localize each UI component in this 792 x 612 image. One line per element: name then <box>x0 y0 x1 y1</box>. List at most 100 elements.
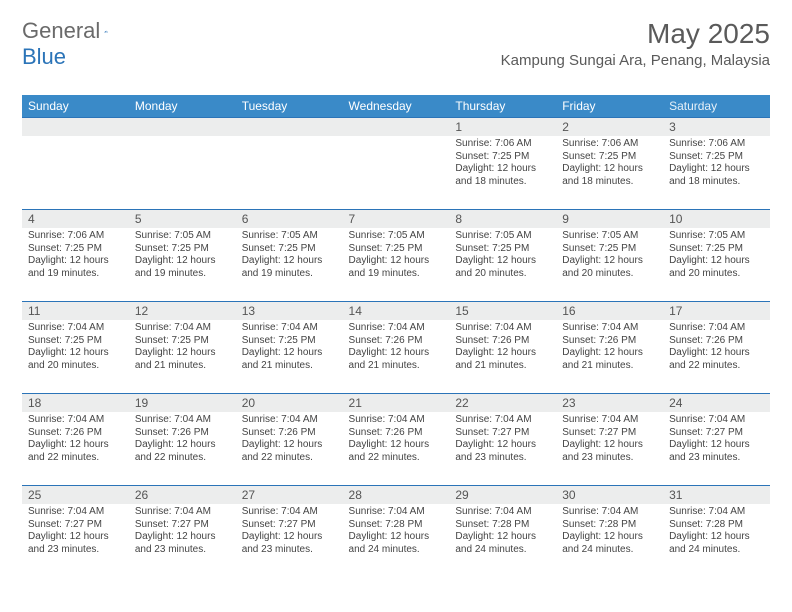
day-info: Sunrise: 7:04 AMSunset: 7:26 PMDaylight:… <box>343 412 450 468</box>
daylight-text: Daylight: 12 hours and 22 minutes. <box>349 439 444 464</box>
day-info: Sunrise: 7:05 AMSunset: 7:25 PMDaylight:… <box>556 228 663 284</box>
day-cell: 7Sunrise: 7:05 AMSunset: 7:25 PMDaylight… <box>343 210 450 302</box>
sunset-text: Sunset: 7:27 PM <box>28 519 123 532</box>
sunrise-text: Sunrise: 7:05 AM <box>562 230 657 243</box>
sunset-text: Sunset: 7:25 PM <box>562 243 657 256</box>
daylight-text: Daylight: 12 hours and 21 minutes. <box>242 347 337 372</box>
day-info: Sunrise: 7:06 AMSunset: 7:25 PMDaylight:… <box>556 136 663 192</box>
day-number: 17 <box>663 302 770 320</box>
day-cell: 1Sunrise: 7:06 AMSunset: 7:25 PMDaylight… <box>449 118 556 210</box>
day-info: Sunrise: 7:05 AMSunset: 7:25 PMDaylight:… <box>449 228 556 284</box>
day-info: Sunrise: 7:04 AMSunset: 7:26 PMDaylight:… <box>343 320 450 376</box>
day-cell: 4Sunrise: 7:06 AMSunset: 7:25 PMDaylight… <box>22 210 129 302</box>
sunrise-text: Sunrise: 7:06 AM <box>562 138 657 151</box>
day-info: Sunrise: 7:05 AMSunset: 7:25 PMDaylight:… <box>236 228 343 284</box>
daylight-text: Daylight: 12 hours and 22 minutes. <box>242 439 337 464</box>
day-number: 4 <box>22 210 129 228</box>
day-info: Sunrise: 7:04 AMSunset: 7:28 PMDaylight:… <box>556 504 663 560</box>
sunset-text: Sunset: 7:27 PM <box>242 519 337 532</box>
sunrise-text: Sunrise: 7:04 AM <box>242 506 337 519</box>
day-info: Sunrise: 7:04 AMSunset: 7:28 PMDaylight:… <box>663 504 770 560</box>
day-number: 25 <box>22 486 129 504</box>
day-number: 22 <box>449 394 556 412</box>
dow-row: Sunday Monday Tuesday Wednesday Thursday… <box>22 95 770 118</box>
week-row: 18Sunrise: 7:04 AMSunset: 7:26 PMDayligh… <box>22 394 770 486</box>
day-cell: 29Sunrise: 7:04 AMSunset: 7:28 PMDayligh… <box>449 486 556 578</box>
sunrise-text: Sunrise: 7:05 AM <box>135 230 230 243</box>
daylight-text: Daylight: 12 hours and 18 minutes. <box>562 163 657 188</box>
sunrise-text: Sunrise: 7:04 AM <box>562 322 657 335</box>
sunset-text: Sunset: 7:28 PM <box>455 519 550 532</box>
day-info: Sunrise: 7:04 AMSunset: 7:26 PMDaylight:… <box>449 320 556 376</box>
sunset-text: Sunset: 7:25 PM <box>135 335 230 348</box>
sunset-text: Sunset: 7:27 PM <box>562 427 657 440</box>
daylight-text: Daylight: 12 hours and 23 minutes. <box>669 439 764 464</box>
sunrise-text: Sunrise: 7:05 AM <box>669 230 764 243</box>
day-info: Sunrise: 7:04 AMSunset: 7:27 PMDaylight:… <box>129 504 236 560</box>
dow-wednesday: Wednesday <box>343 95 450 118</box>
day-info <box>236 136 343 142</box>
day-cell: 10Sunrise: 7:05 AMSunset: 7:25 PMDayligh… <box>663 210 770 302</box>
day-cell: 31Sunrise: 7:04 AMSunset: 7:28 PMDayligh… <box>663 486 770 578</box>
sunrise-text: Sunrise: 7:04 AM <box>669 322 764 335</box>
day-cell: 16Sunrise: 7:04 AMSunset: 7:26 PMDayligh… <box>556 302 663 394</box>
location-label: Kampung Sungai Ara, Penang, Malaysia <box>501 52 770 69</box>
sunset-text: Sunset: 7:26 PM <box>349 335 444 348</box>
sunset-text: Sunset: 7:25 PM <box>669 243 764 256</box>
day-cell <box>22 118 129 210</box>
sunset-text: Sunset: 7:25 PM <box>242 335 337 348</box>
day-cell: 27Sunrise: 7:04 AMSunset: 7:27 PMDayligh… <box>236 486 343 578</box>
dow-sunday: Sunday <box>22 95 129 118</box>
sunset-text: Sunset: 7:26 PM <box>562 335 657 348</box>
day-number: 27 <box>236 486 343 504</box>
sunset-text: Sunset: 7:26 PM <box>669 335 764 348</box>
day-number: 20 <box>236 394 343 412</box>
sunrise-text: Sunrise: 7:04 AM <box>669 414 764 427</box>
daylight-text: Daylight: 12 hours and 18 minutes. <box>669 163 764 188</box>
sunset-text: Sunset: 7:25 PM <box>455 243 550 256</box>
day-info: Sunrise: 7:04 AMSunset: 7:27 PMDaylight:… <box>449 412 556 468</box>
daylight-text: Daylight: 12 hours and 23 minutes. <box>28 531 123 556</box>
day-cell: 20Sunrise: 7:04 AMSunset: 7:26 PMDayligh… <box>236 394 343 486</box>
daylight-text: Daylight: 12 hours and 21 minutes. <box>455 347 550 372</box>
day-number: 2 <box>556 118 663 136</box>
sunset-text: Sunset: 7:25 PM <box>562 151 657 164</box>
day-cell: 22Sunrise: 7:04 AMSunset: 7:27 PMDayligh… <box>449 394 556 486</box>
sunrise-text: Sunrise: 7:04 AM <box>455 414 550 427</box>
title-block: May 2025 Kampung Sungai Ara, Penang, Mal… <box>501 18 770 69</box>
sunset-text: Sunset: 7:28 PM <box>669 519 764 532</box>
daylight-text: Daylight: 12 hours and 19 minutes. <box>242 255 337 280</box>
sunrise-text: Sunrise: 7:04 AM <box>28 506 123 519</box>
sunrise-text: Sunrise: 7:04 AM <box>349 322 444 335</box>
dow-thursday: Thursday <box>449 95 556 118</box>
day-number: 3 <box>663 118 770 136</box>
daylight-text: Daylight: 12 hours and 21 minutes. <box>349 347 444 372</box>
day-number: 1 <box>449 118 556 136</box>
sunset-text: Sunset: 7:25 PM <box>28 243 123 256</box>
day-number: 7 <box>343 210 450 228</box>
day-cell: 24Sunrise: 7:04 AMSunset: 7:27 PMDayligh… <box>663 394 770 486</box>
sunrise-text: Sunrise: 7:04 AM <box>28 322 123 335</box>
day-info <box>343 136 450 142</box>
daylight-text: Daylight: 12 hours and 23 minutes. <box>455 439 550 464</box>
sunset-text: Sunset: 7:27 PM <box>669 427 764 440</box>
day-info: Sunrise: 7:06 AMSunset: 7:25 PMDaylight:… <box>449 136 556 192</box>
sunrise-text: Sunrise: 7:06 AM <box>669 138 764 151</box>
daylight-text: Daylight: 12 hours and 24 minutes. <box>562 531 657 556</box>
daylight-text: Daylight: 12 hours and 21 minutes. <box>135 347 230 372</box>
sunset-text: Sunset: 7:25 PM <box>28 335 123 348</box>
dow-friday: Friday <box>556 95 663 118</box>
sunrise-text: Sunrise: 7:04 AM <box>455 506 550 519</box>
day-number <box>236 118 343 136</box>
day-info: Sunrise: 7:04 AMSunset: 7:26 PMDaylight:… <box>663 320 770 376</box>
sunrise-text: Sunrise: 7:04 AM <box>135 506 230 519</box>
sunset-text: Sunset: 7:26 PM <box>242 427 337 440</box>
day-info: Sunrise: 7:04 AMSunset: 7:27 PMDaylight:… <box>236 504 343 560</box>
day-info: Sunrise: 7:04 AMSunset: 7:26 PMDaylight:… <box>236 412 343 468</box>
day-info: Sunrise: 7:06 AMSunset: 7:25 PMDaylight:… <box>663 136 770 192</box>
brand-logo: General <box>22 18 128 44</box>
day-number <box>129 118 236 136</box>
daylight-text: Daylight: 12 hours and 19 minutes. <box>135 255 230 280</box>
day-cell: 26Sunrise: 7:04 AMSunset: 7:27 PMDayligh… <box>129 486 236 578</box>
week-row: 11Sunrise: 7:04 AMSunset: 7:25 PMDayligh… <box>22 302 770 394</box>
